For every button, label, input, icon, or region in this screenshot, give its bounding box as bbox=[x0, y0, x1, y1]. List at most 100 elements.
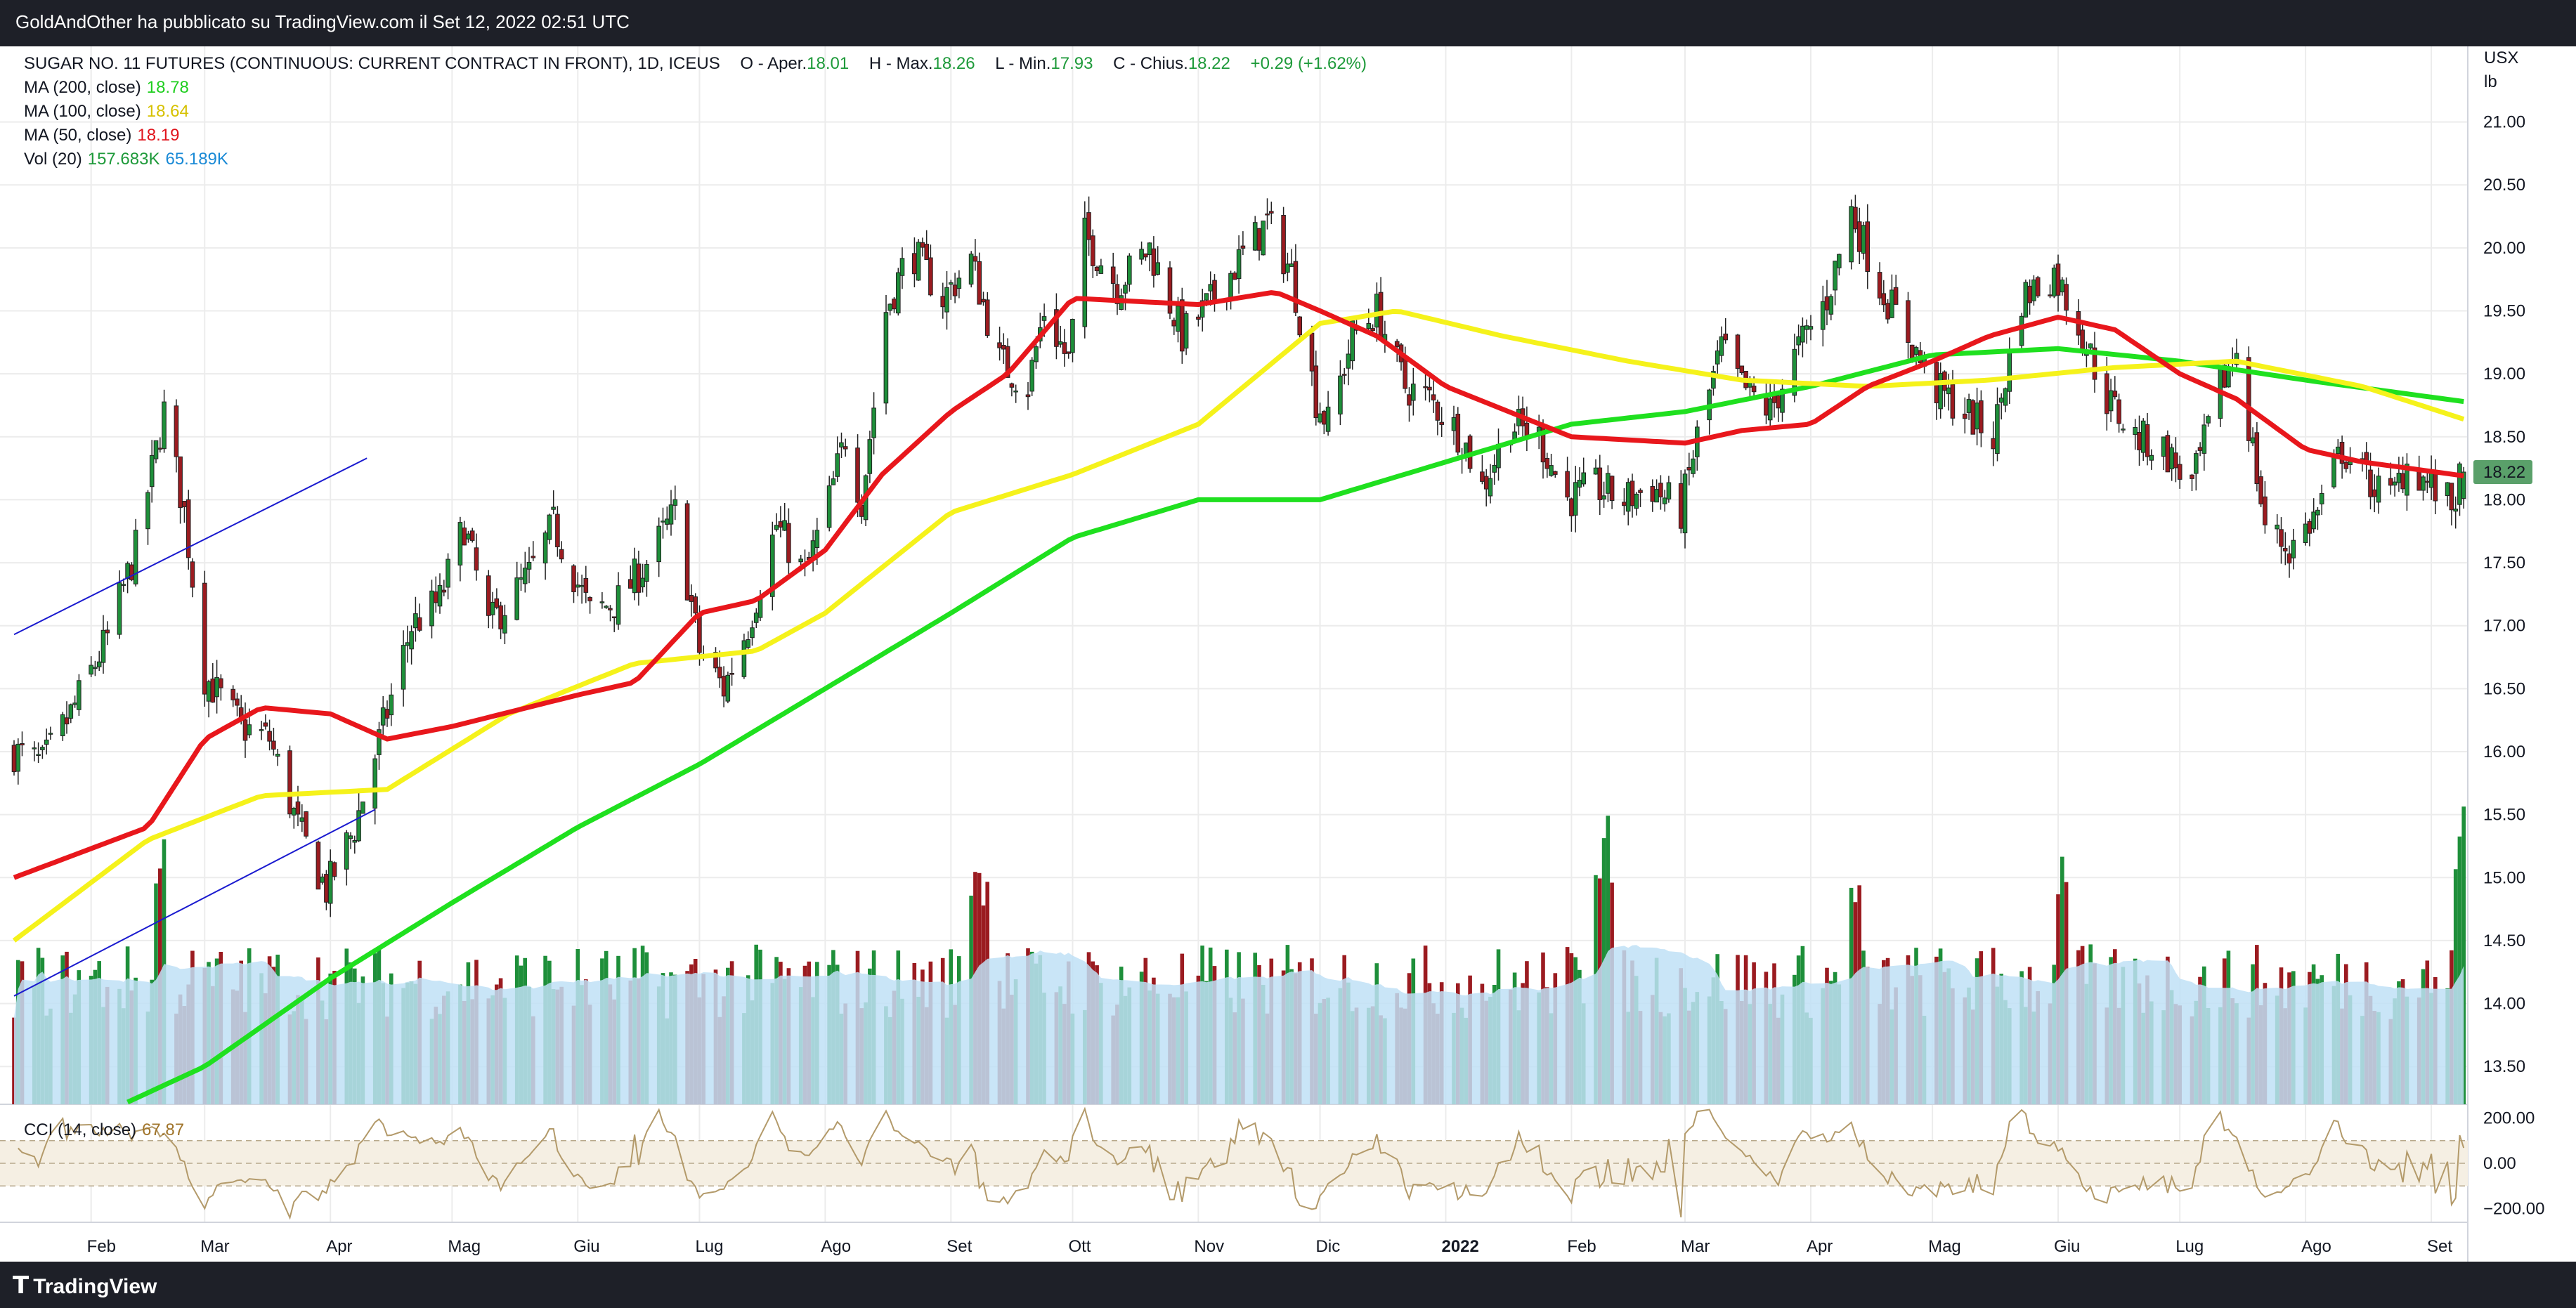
price-tick-label: 15.50 bbox=[2483, 806, 2525, 825]
candle-body bbox=[1285, 263, 1290, 273]
candle-body bbox=[1370, 328, 1375, 332]
candle-body bbox=[883, 312, 889, 404]
candle-body bbox=[814, 530, 820, 548]
candle-body bbox=[2425, 480, 2430, 483]
candle-body bbox=[1881, 293, 1887, 306]
candle-body bbox=[839, 442, 844, 447]
candle-body bbox=[1678, 483, 1684, 529]
candle-body bbox=[1913, 347, 1919, 355]
chart-canvas[interactable]: 13.50 14.00 14.50 15.00 15.50 16.00 16.50 17.00… bbox=[0, 46, 2576, 1262]
candle-body bbox=[2201, 424, 2207, 454]
volume-legend[interactable]: Vol (20) 157.683K 65.189K bbox=[24, 148, 1367, 171]
candle-body bbox=[2055, 263, 2061, 296]
candle-body bbox=[611, 616, 617, 618]
candle-body bbox=[1739, 365, 1745, 373]
price-tick-label: 14.00 bbox=[2483, 995, 2525, 1014]
price-tick-label: 18.50 bbox=[2483, 428, 2525, 447]
candle-body bbox=[1341, 374, 1347, 376]
candle-body bbox=[831, 478, 836, 485]
candle-body bbox=[1877, 272, 1882, 299]
candle-body bbox=[2190, 474, 2194, 479]
candle-body bbox=[944, 287, 949, 313]
candle-body bbox=[997, 342, 1002, 348]
candle-body bbox=[89, 665, 93, 675]
candle-body bbox=[855, 447, 860, 503]
candle-body bbox=[2263, 496, 2268, 525]
candle-body bbox=[1837, 254, 1842, 268]
candle-body bbox=[1001, 345, 1006, 350]
candle-body bbox=[299, 817, 305, 822]
candle-body bbox=[1979, 400, 1984, 433]
ma50-legend[interactable]: MA (50, close) 18.19 bbox=[24, 124, 1367, 148]
candle-body bbox=[1906, 300, 1911, 343]
candle-body bbox=[1091, 235, 1095, 266]
candle-body bbox=[2405, 464, 2409, 496]
candle-body bbox=[1183, 313, 1189, 349]
ma200-legend[interactable]: MA (200, close) 18.78 bbox=[24, 76, 1367, 100]
candlesticks bbox=[11, 195, 2466, 917]
candle-body bbox=[1601, 495, 1606, 499]
cci-axis: 200.00 0.00 −200.00 bbox=[2483, 1108, 2544, 1218]
time-tick-label: Set bbox=[947, 1237, 972, 1256]
candle-body bbox=[1346, 353, 1351, 369]
candle-body bbox=[352, 840, 358, 843]
candle-body bbox=[2392, 481, 2398, 486]
candle-body bbox=[271, 740, 276, 750]
candle-body bbox=[1208, 284, 1214, 292]
candle-body bbox=[316, 842, 321, 890]
tradingview-logo[interactable]: 𝗧 TradingView bbox=[13, 1271, 157, 1300]
candle-body bbox=[867, 439, 873, 474]
volume-ma-value: 65.189K bbox=[165, 150, 228, 169]
candle-body bbox=[1938, 373, 1943, 410]
candle-body bbox=[956, 277, 962, 289]
candle-body bbox=[1849, 206, 1854, 263]
candle-body bbox=[1609, 476, 1615, 501]
candle-body bbox=[916, 242, 921, 281]
candle-body bbox=[551, 506, 556, 510]
candle-body bbox=[2206, 416, 2211, 424]
candle-body bbox=[1682, 473, 1688, 534]
candle-body bbox=[1544, 458, 1550, 469]
candle-body bbox=[1553, 471, 1558, 475]
candle-body bbox=[1252, 222, 1258, 251]
candle-body bbox=[1889, 289, 1894, 318]
candle-body bbox=[1861, 225, 1866, 254]
candle-body bbox=[1796, 336, 1801, 346]
cci-legend[interactable]: CCI (14, close) 67.87 bbox=[24, 1120, 184, 1140]
candle-body bbox=[206, 681, 212, 702]
candle-body bbox=[1950, 384, 1956, 419]
candle-body bbox=[1853, 207, 1858, 230]
candle-body bbox=[413, 613, 418, 629]
volume-ma-area bbox=[14, 945, 2464, 1104]
candle-body bbox=[981, 299, 986, 303]
candle-body bbox=[750, 627, 755, 639]
candle-body bbox=[1808, 326, 1814, 330]
footer-bar: 𝗧 TradingView bbox=[0, 1262, 2576, 1308]
symbol-row[interactable]: SUGAR NO. 11 FUTURES (CONTINUOUS: CURREN… bbox=[24, 52, 1367, 76]
candle-body bbox=[1464, 443, 1469, 454]
candle-body bbox=[1723, 333, 1728, 341]
time-tick-label: Mag bbox=[448, 1237, 481, 1256]
open-label: O - Aper. bbox=[740, 54, 807, 73]
candle-body bbox=[20, 743, 25, 745]
candle-body bbox=[320, 876, 325, 883]
candle-body bbox=[668, 504, 674, 525]
volume-label: Vol (20) bbox=[24, 150, 82, 169]
time-tick-label: Set bbox=[2427, 1237, 2452, 1256]
candle-body bbox=[949, 282, 954, 285]
candle-body bbox=[2307, 521, 2312, 534]
candle-body bbox=[1650, 486, 1655, 502]
candle-body bbox=[1800, 325, 1805, 343]
low-value: 17.93 bbox=[1050, 54, 1093, 73]
candle-body bbox=[1666, 482, 1672, 499]
candle-body bbox=[599, 601, 605, 603]
candle-body bbox=[1573, 482, 1578, 516]
candle-body bbox=[672, 499, 678, 506]
candle-body bbox=[356, 810, 361, 842]
candle-body bbox=[559, 549, 564, 560]
candle-body bbox=[1480, 471, 1485, 482]
time-tick-label: Dic bbox=[1316, 1237, 1341, 1256]
ma100-legend[interactable]: MA (100, close) 18.64 bbox=[24, 100, 1367, 124]
candle-body bbox=[575, 584, 580, 588]
candle-body bbox=[1013, 391, 1018, 393]
